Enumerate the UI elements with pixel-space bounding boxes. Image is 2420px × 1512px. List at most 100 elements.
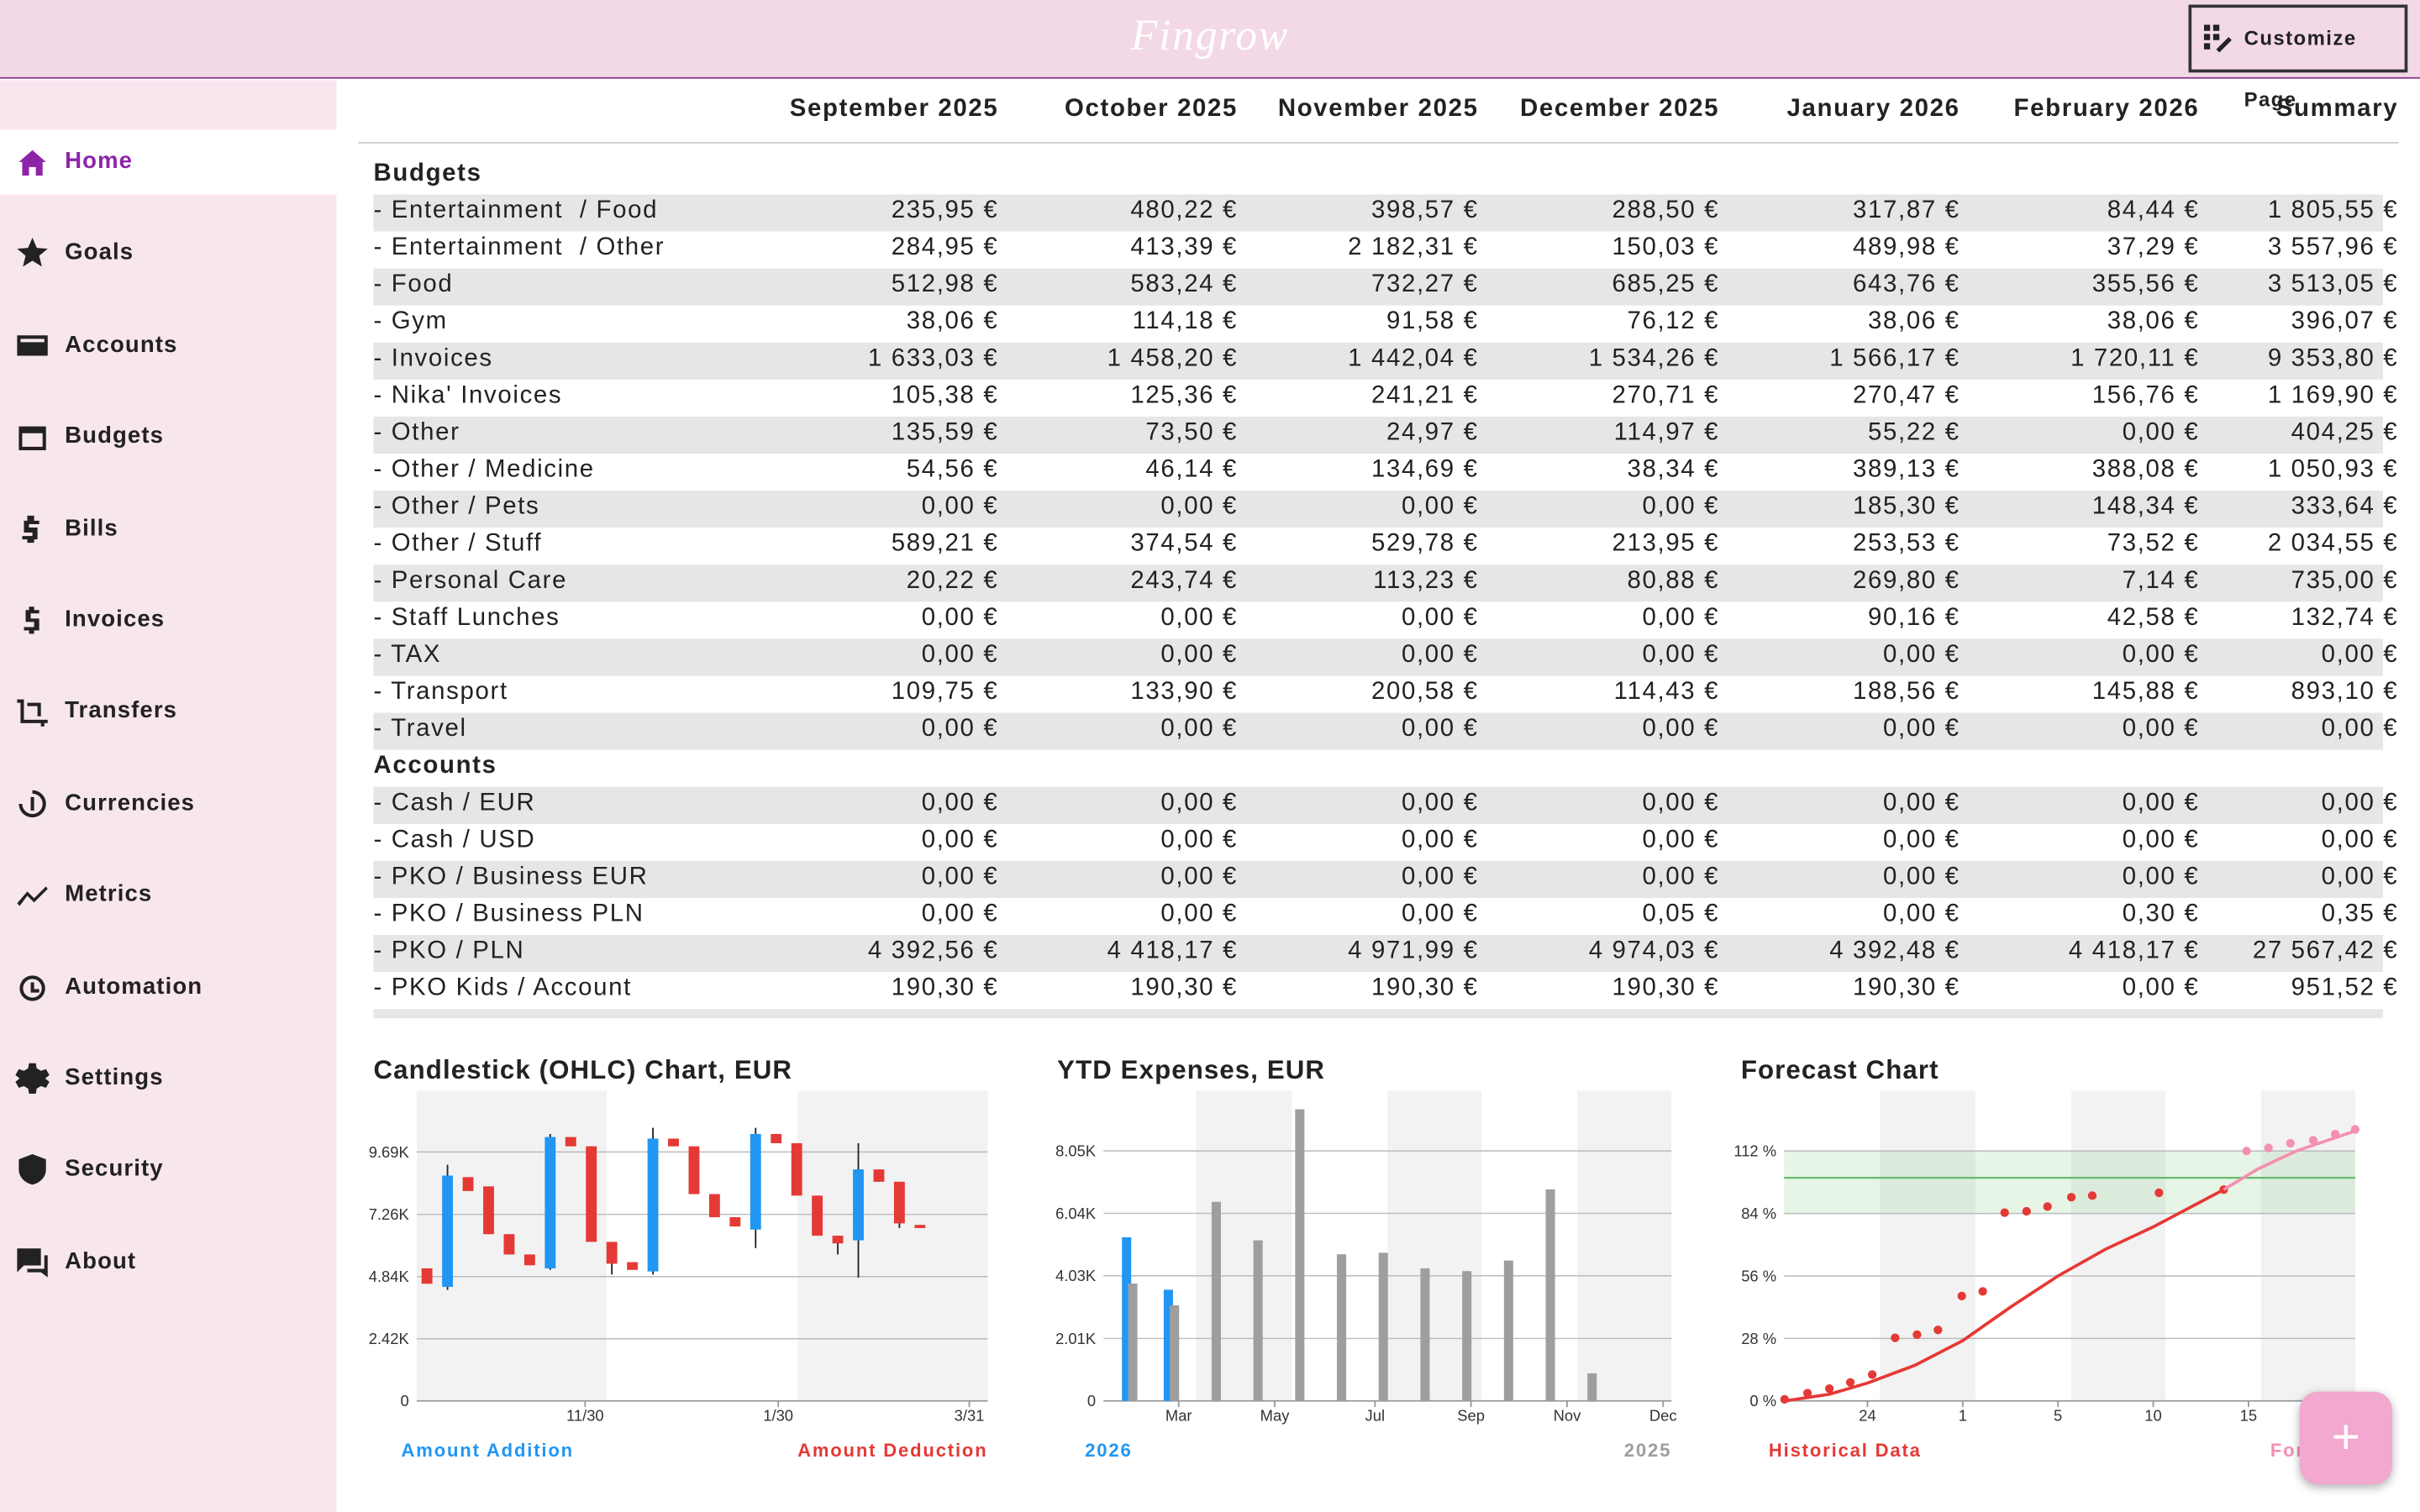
row-value: 480,22 € <box>1130 197 1239 224</box>
row-value: 190,30 € <box>1130 974 1239 1002</box>
nav-item[interactable]: Bills <box>0 496 336 561</box>
candle-body <box>544 1137 556 1268</box>
row-value: 413,39 € <box>1130 234 1239 261</box>
add-button[interactable]: + <box>2299 1391 2392 1484</box>
table-row: - Other 135,59 € 73,50 € 24,97 € 114,97 € 55,… <box>373 416 2397 454</box>
row-value: 54,56 € <box>906 456 999 483</box>
row-value: 0,00 € <box>2122 419 2200 446</box>
customize-button[interactable]: Customize Page <box>2188 4 2408 111</box>
row-value: 388,08 € <box>2091 456 2200 483</box>
row-value: 0,00 € <box>921 605 999 632</box>
row-value: 0,00 € <box>2321 716 2399 743</box>
x-tick-label: Jul <box>1365 1407 1385 1425</box>
nav-item[interactable]: Transfers <box>0 680 336 744</box>
row-value: 235,95 € <box>891 197 999 224</box>
row-label: - PKO / Business EUR <box>373 864 649 890</box>
point <box>2087 1191 2097 1200</box>
nav-item[interactable]: Settings <box>0 1046 336 1110</box>
row-value: 512,98 € <box>891 271 999 298</box>
band-shade <box>1196 1090 1292 1401</box>
row-value: 200,58 € <box>1370 679 1479 706</box>
nav-item[interactable]: Currencies <box>0 771 336 836</box>
row-value: 0,00 € <box>2122 864 2200 890</box>
y-tick-label: 4.03K <box>1055 1267 1097 1284</box>
row-value: 42,58 € <box>2107 605 2200 632</box>
bar <box>1503 1260 1513 1401</box>
column-header: Summary <box>2275 95 2399 123</box>
row-value: 4 392,56 € <box>867 937 999 964</box>
row-value: 4 418,17 € <box>1107 937 1239 964</box>
point <box>2219 1185 2228 1194</box>
row-value: 0,05 € <box>1642 900 1720 927</box>
row-value: 0,00 € <box>2122 974 2200 1002</box>
row-value: 0,00 € <box>2321 790 2399 816</box>
legend-entry: Amount Deduction <box>797 1440 987 1461</box>
nav-item[interactable]: Metrics <box>0 863 336 927</box>
row-value: 269,80 € <box>1853 567 1960 595</box>
row-value: 55,22 € <box>1868 419 1960 446</box>
table-row: - Other / Medicine 54,56 € 46,14 € 134,69 €… <box>373 454 2396 491</box>
icon-shape <box>18 150 46 176</box>
x-tick-label: Sep <box>1457 1407 1485 1425</box>
row-value: 0,00 € <box>1642 642 1720 669</box>
nav-item[interactable]: Invoices <box>0 588 336 653</box>
nav-item[interactable]: Home <box>0 129 337 195</box>
customize-label: Customize Page <box>2244 26 2357 112</box>
point <box>2330 1129 2340 1139</box>
icon-shape <box>17 238 48 268</box>
nav-item[interactable]: Automation <box>0 954 336 1019</box>
section-title: Budgets <box>373 160 482 187</box>
candle-body <box>586 1146 597 1242</box>
candle-body <box>708 1194 720 1218</box>
row-value: 0,00 € <box>1642 716 1720 743</box>
row-label: - Transport <box>373 679 508 706</box>
bar <box>1587 1373 1597 1401</box>
row-value: 0,00 € <box>2122 716 2200 743</box>
icon-shape <box>17 334 48 356</box>
bar <box>1122 1236 1132 1401</box>
nav-icon <box>17 1247 48 1278</box>
x-tick-label: 11/30 <box>566 1407 604 1425</box>
row-value: 1 458,20 € <box>1107 345 1239 372</box>
x-tick-label: Dec <box>1649 1407 1677 1425</box>
band-shade <box>797 1090 988 1401</box>
candle-body <box>914 1225 926 1228</box>
row-label: - PKO / PLN <box>373 937 525 964</box>
nav-item[interactable]: Budgets <box>0 405 336 470</box>
row-label: - Other / Medicine <box>373 456 595 483</box>
legend-entry: 2025 <box>1624 1440 1671 1461</box>
row-label: - Other / Pets <box>373 493 540 520</box>
column-header: December 2025 <box>1519 95 1720 123</box>
x-tick-label: Mar <box>1165 1407 1192 1425</box>
table-row <box>373 1009 2383 1019</box>
nav-item[interactable]: About <box>0 1230 336 1294</box>
nav-item[interactable]: Goals <box>0 221 336 286</box>
nav-item[interactable]: Accounts <box>0 312 336 377</box>
column-header: November 2025 <box>1277 95 1479 123</box>
row-value: 125,36 € <box>1130 382 1239 409</box>
row-value: 188,56 € <box>1853 679 1960 706</box>
row-value: 0,00 € <box>921 864 999 890</box>
row-value: 190,30 € <box>891 974 999 1002</box>
icon-shape <box>19 974 45 1000</box>
icon-shape <box>24 606 39 634</box>
nav-item[interactable]: Security <box>0 1137 336 1202</box>
point <box>2066 1193 2076 1202</box>
icon-shape <box>18 427 46 451</box>
x-tick-label: 10 <box>2144 1407 2161 1425</box>
row-value: 0,00 € <box>2321 642 2399 669</box>
row-value: 893,10 € <box>2291 679 2399 706</box>
candle-body <box>421 1268 433 1284</box>
nav-icon <box>18 790 46 817</box>
nav-label: Invoices <box>65 606 166 633</box>
nav-icon <box>18 150 46 176</box>
row-value: 4 971,99 € <box>1348 937 1479 964</box>
point <box>1891 1333 1900 1342</box>
row-label: - Cash / USD <box>373 827 536 853</box>
row-value: 1 169,90 € <box>2267 382 2399 409</box>
candle-body <box>565 1137 576 1147</box>
nav-label: Transfers <box>65 697 178 725</box>
chart-title: YTD Expenses, EUR <box>1057 1055 1325 1084</box>
row-value: 1 566,17 € <box>1829 345 1960 372</box>
